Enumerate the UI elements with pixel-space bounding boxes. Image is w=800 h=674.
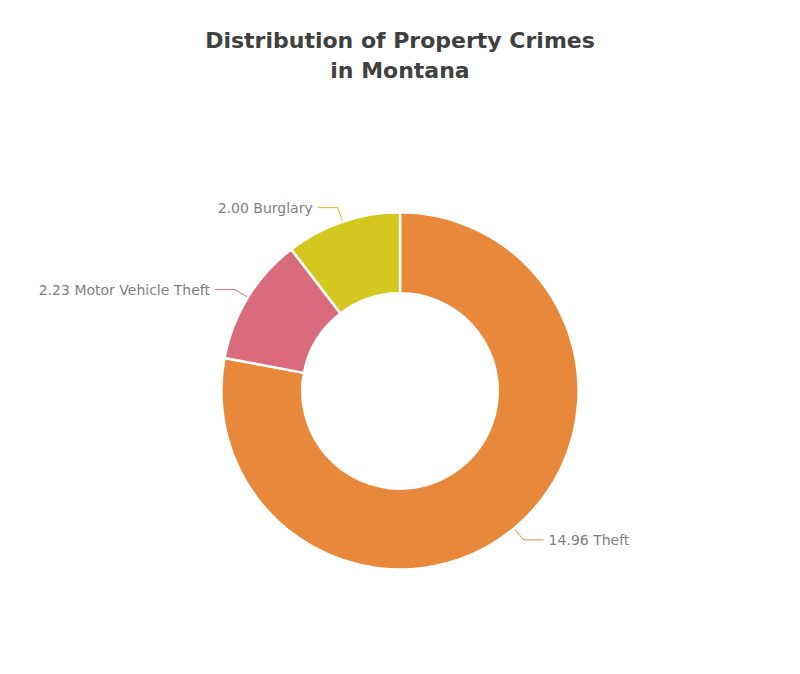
svg-text:Distribution of Property Crime: Distribution of Property Crimes — [205, 28, 595, 53]
svg-text:2.00 Burglary: 2.00 Burglary — [218, 200, 313, 216]
svg-text:14.96 Theft: 14.96 Theft — [549, 532, 630, 548]
svg-text:in Montana: in Montana — [330, 58, 469, 83]
svg-text:2.23 Motor Vehicle Theft: 2.23 Motor Vehicle Theft — [39, 282, 211, 298]
